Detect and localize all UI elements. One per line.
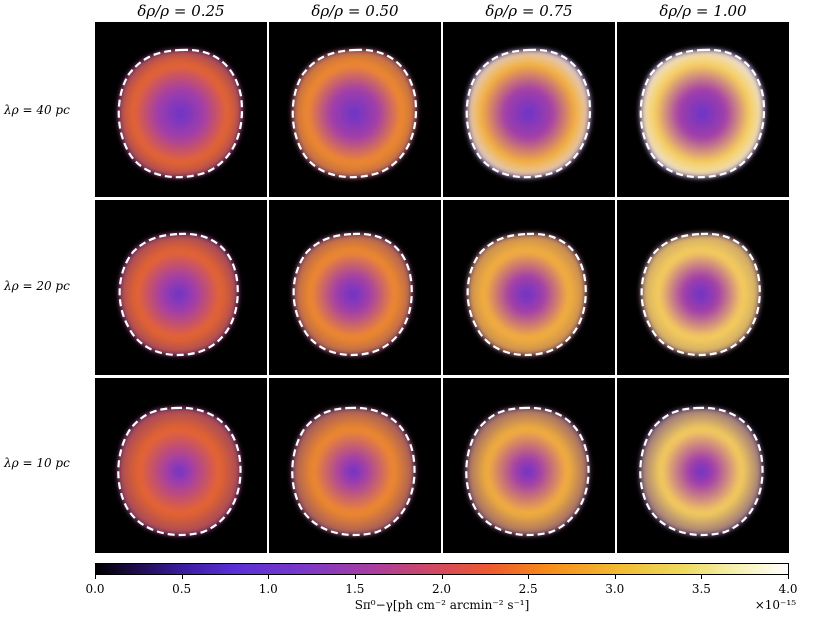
colorbar-tick-label: 4.0 xyxy=(778,582,798,596)
image-panel-r2-c3 xyxy=(617,378,789,553)
image-panel-r1-c2 xyxy=(443,200,615,375)
image-panel-r0-c3 xyxy=(617,22,789,197)
image-panel-r1-c3 xyxy=(617,200,789,375)
colorbar-multiplier: ×10⁻¹⁵ xyxy=(754,598,796,612)
colorbar-tick-label: 3.5 xyxy=(691,582,711,596)
image-panel-r2-c0 xyxy=(95,378,267,553)
image-panel-r2-c1 xyxy=(269,378,441,553)
row-label-2: λρ = 10 pc xyxy=(4,456,70,470)
colorbar-tick-mark xyxy=(701,575,703,579)
colorbar-tick-label: 1.5 xyxy=(345,582,365,596)
colorbar-tick-mark xyxy=(268,575,270,579)
row-label-1: λρ = 20 pc xyxy=(4,279,70,293)
colorbar-tick-mark xyxy=(788,575,789,579)
image-panel-r1-c1 xyxy=(269,200,441,375)
colorbar-label: Sπ⁰−γ[ph cm⁻² arcmin⁻² s⁻¹] xyxy=(354,598,530,612)
colorbar-tick-mark xyxy=(528,575,530,579)
panel-grid xyxy=(95,22,789,554)
colorbar-tick-mark xyxy=(95,575,96,579)
column-title-1: δρ/ρ = 0.50 xyxy=(311,2,399,20)
image-panel-r0-c2 xyxy=(443,22,615,197)
colorbar-tick-mark xyxy=(441,575,443,579)
colorbar-tick-label: 0.0 xyxy=(85,582,105,596)
colorbar-tick-mark xyxy=(614,575,616,579)
colorbar-tick-label: 2.0 xyxy=(431,582,452,596)
colorbar-tick-label: 3.0 xyxy=(605,582,625,596)
column-title-3: δρ/ρ = 1.00 xyxy=(659,2,747,20)
colorbar-tick-label: 1.0 xyxy=(258,582,278,596)
image-panel-r1-c0 xyxy=(95,200,267,375)
column-title-0: δρ/ρ = 0.25 xyxy=(137,2,225,20)
colorbar-tick-mark xyxy=(354,575,356,579)
image-panel-r0-c0 xyxy=(95,22,267,197)
colorbar-tick-label: 2.5 xyxy=(518,582,538,596)
colorbar-tick-mark xyxy=(181,575,183,579)
colorbar-tick-label: 0.5 xyxy=(172,582,192,596)
image-panel-r0-c1 xyxy=(269,22,441,197)
row-label-0: λρ = 40 pc xyxy=(4,103,70,117)
column-title-2: δρ/ρ = 0.75 xyxy=(485,2,573,20)
image-panel-r2-c2 xyxy=(443,378,615,553)
colorbar xyxy=(95,563,789,575)
